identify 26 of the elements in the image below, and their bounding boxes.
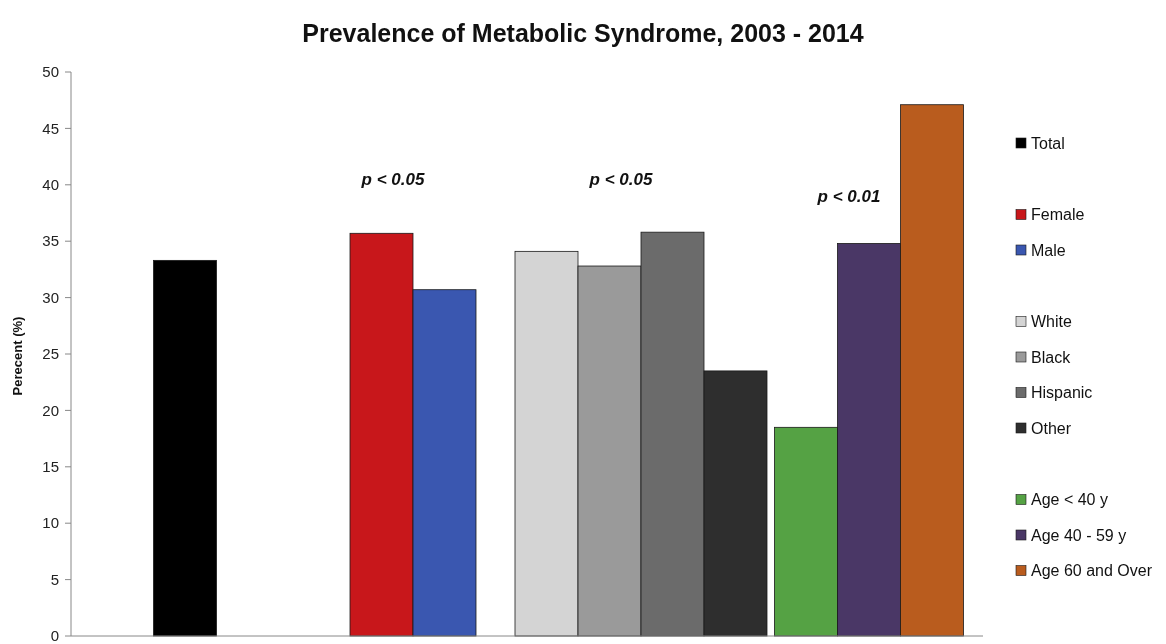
y-tick-label: 10 — [42, 514, 59, 532]
y-tick-label: 50 — [42, 63, 59, 81]
y-tick-label: 25 — [42, 345, 59, 363]
legend-label: Hispanic — [1031, 384, 1093, 402]
legend-label: Male — [1031, 241, 1066, 259]
y-tick-label: 45 — [42, 119, 59, 137]
legend-label: Total — [1031, 134, 1065, 152]
y-tick-label: 0 — [50, 627, 59, 644]
annotation: p < 0.05 — [360, 169, 425, 189]
legend-label: Age < 40 y — [1031, 491, 1108, 509]
y-tick-label: 40 — [42, 176, 59, 194]
y-tick-label: 30 — [42, 288, 59, 306]
legend-label: Female — [1031, 206, 1085, 224]
legend-label: Black — [1031, 348, 1072, 366]
legend-label: Age 60 and Over — [1031, 562, 1153, 580]
legend-label: White — [1031, 313, 1072, 331]
y-tick-label: 15 — [42, 458, 59, 476]
legend-label: Age 40 - 59 y — [1031, 526, 1127, 544]
y-tick-label: 5 — [50, 570, 59, 588]
annotation: p < 0.01 — [816, 186, 881, 206]
annotation: p < 0.05 — [588, 169, 653, 189]
legend-label: Other — [1031, 419, 1072, 437]
y-axis-title: Perecent (%) — [10, 316, 25, 396]
y-tick-label: 35 — [42, 232, 59, 250]
chart-title: Prevalence of Metabolic Syndrome, 2003 - 2014 — [302, 19, 864, 47]
y-tick-label: 20 — [42, 401, 59, 419]
